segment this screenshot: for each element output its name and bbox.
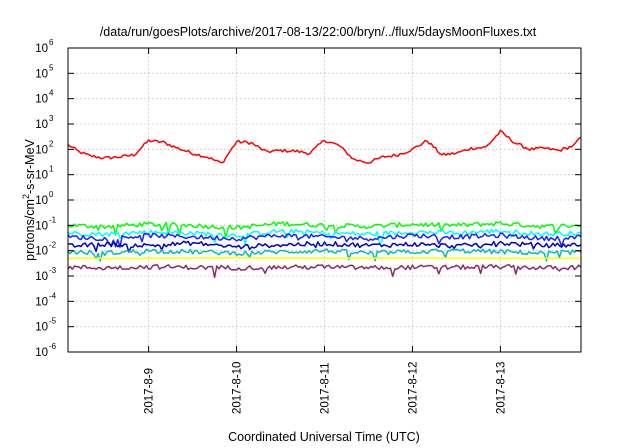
y-tick-label: 10 <box>35 94 48 106</box>
series-group <box>67 129 582 279</box>
series-line <box>67 256 581 260</box>
y-tick-exponent: -6 <box>49 342 57 351</box>
y-tick-base: 10 <box>35 43 48 55</box>
y-tick-exponent: 4 <box>49 89 54 98</box>
y-tick-label: 10 <box>35 170 48 182</box>
series-line <box>67 232 582 248</box>
x-axis-label: Coordinated Universal Time (UTC) <box>228 430 420 444</box>
y-axis-label-text: protons/cm2-s-sr-MeV <box>21 138 37 260</box>
y-tick-base: 10 <box>35 195 48 207</box>
y-tick-base: 10 <box>35 322 48 334</box>
series-line <box>67 264 582 279</box>
y-tick-base: 10 <box>35 94 48 106</box>
y-tick-exponent: 2 <box>49 139 54 148</box>
y-tick-label: 10 <box>35 271 48 283</box>
x-tick-label: 2017-8-10 <box>232 362 244 414</box>
y-tick-base: 10 <box>35 68 48 80</box>
y-tick-exponent: 5 <box>49 63 54 72</box>
series-line <box>67 240 582 253</box>
y-tick-label: 10 <box>35 144 48 156</box>
series-line <box>67 248 582 262</box>
y-tick-exponent: -5 <box>49 317 57 326</box>
y-tick-label: 10 <box>35 119 48 131</box>
x-tick-label: 2017-8-11 <box>320 362 332 414</box>
y-tick-label: 10 <box>35 296 48 308</box>
y-tick-base: 10 <box>35 347 48 359</box>
y-tick-exponent: -2 <box>49 241 57 250</box>
y-tick-exponent: -4 <box>49 291 57 300</box>
y-tick-label: 10 <box>35 68 48 80</box>
ticks: 10-610-510-410-310-210-11001011021031041… <box>35 38 581 414</box>
y-tick-label: 10 <box>35 220 48 232</box>
y-tick-exponent: 6 <box>49 38 54 47</box>
y-tick-base: 10 <box>35 144 48 156</box>
x-tick-label: 2017-8-13 <box>495 362 507 414</box>
y-tick-exponent: 0 <box>49 190 54 199</box>
series-line <box>67 129 582 164</box>
y-tick-base: 10 <box>35 296 48 308</box>
y-tick-base: 10 <box>35 271 48 283</box>
chart-title: /data/run/goesPlots/archive/2017-08-13/2… <box>100 25 537 39</box>
y-tick-exponent: -1 <box>49 215 57 224</box>
y-tick-label: 10 <box>35 347 48 359</box>
y-tick-base: 10 <box>35 170 48 182</box>
y-tick-label: 10 <box>35 195 48 207</box>
y-tick-exponent: 1 <box>49 165 54 174</box>
y-tick-base: 10 <box>35 246 48 258</box>
grid <box>68 48 581 352</box>
y-tick-label: 10 <box>35 43 48 55</box>
y-tick-base: 10 <box>35 220 48 232</box>
y-tick-exponent: 3 <box>49 114 54 123</box>
y-tick-label: 10 <box>35 322 48 334</box>
y-tick-exponent: -3 <box>49 266 57 275</box>
y-tick-base: 10 <box>35 119 48 131</box>
x-tick-label: 2017-8-9 <box>144 368 156 414</box>
x-tick-label: 2017-8-12 <box>407 362 419 414</box>
series-line <box>67 221 582 238</box>
y-axis-label: protons/cm2-s-sr-MeV <box>21 138 37 260</box>
y-tick-label: 10 <box>35 246 48 258</box>
